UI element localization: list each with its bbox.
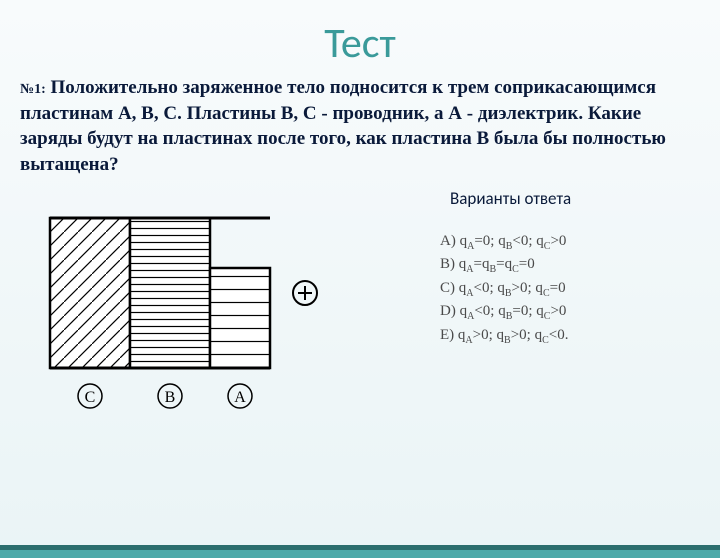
plate-a: [210, 268, 270, 368]
plate-b: [130, 218, 210, 368]
question-number: №1:: [20, 82, 46, 97]
label-b: B: [165, 389, 176, 406]
answers-label: Варианты ответа: [450, 188, 700, 209]
plates-diagram: C B A: [40, 208, 350, 418]
diagram-column: C B A: [40, 188, 380, 423]
bottom-accent-bar: [0, 550, 720, 558]
label-a: A: [234, 389, 246, 406]
answer-choice: E) qA>0; qB>0; qC<0.: [440, 325, 700, 349]
answer-choice: A) qA=0; qB<0; qC>0: [440, 231, 700, 255]
plate-c: [50, 218, 130, 368]
question-body: Положительно заряженное тело подносится …: [20, 77, 666, 175]
content-area: C B A Варианты ответа A) qA=0; qB<0; qC>…: [0, 178, 720, 423]
answers-column: Варианты ответа A) qA=0; qB<0; qC>0B) qA…: [380, 188, 700, 423]
answer-choice: B) qA=qB=qC=0: [440, 254, 700, 278]
page-title: Тест: [0, 18, 720, 69]
answer-choice: D) qA<0; qB=0; qC>0: [440, 301, 700, 325]
answer-choice: C) qA<0; qB>0; qC=0: [440, 278, 700, 302]
answer-choices: A) qA=0; qB<0; qC>0B) qA=qB=qC=0C) qA<0;…: [440, 231, 700, 349]
label-c: C: [85, 389, 96, 406]
question-text: №1: Положительно заряженное тело подноси…: [0, 69, 720, 178]
